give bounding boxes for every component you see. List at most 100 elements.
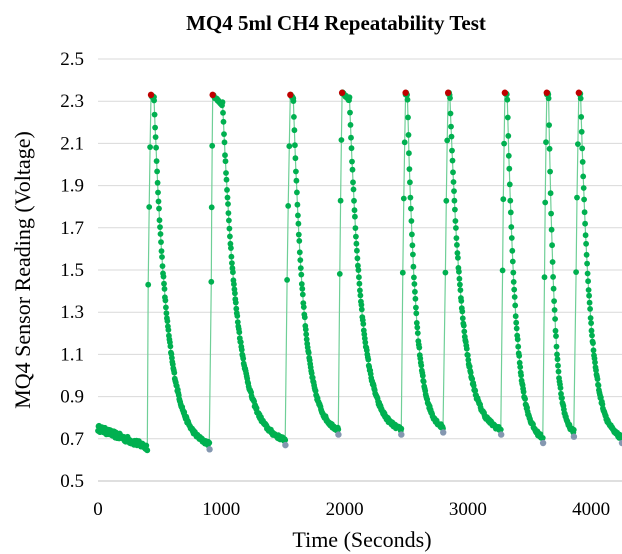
data-point <box>352 225 359 232</box>
data-point <box>146 204 153 210</box>
trough-marker <box>440 429 447 436</box>
data-point <box>354 247 360 254</box>
data-point <box>358 301 365 308</box>
data-point <box>152 124 159 131</box>
data-point <box>346 94 353 101</box>
peak-marker <box>147 91 155 99</box>
data-point <box>234 319 241 325</box>
data-point <box>156 217 163 224</box>
data-point <box>517 364 524 370</box>
data-point <box>419 372 426 379</box>
data-point <box>161 280 167 287</box>
data-point <box>209 142 216 149</box>
data-point <box>514 336 521 343</box>
data-point <box>225 201 231 207</box>
data-point <box>506 165 513 172</box>
data-point <box>305 349 312 356</box>
data-point <box>587 306 593 312</box>
data-point <box>171 369 178 376</box>
data-point <box>509 258 516 265</box>
data-point <box>549 242 555 249</box>
data-point <box>506 181 513 188</box>
data-point <box>472 387 479 394</box>
data-point <box>549 259 556 265</box>
data-point <box>593 367 599 374</box>
peak-marker <box>575 89 583 96</box>
data-point <box>551 298 557 304</box>
data-point <box>286 143 293 150</box>
data-point <box>579 145 586 152</box>
data-point <box>208 204 215 211</box>
data-point <box>145 281 152 288</box>
data-point <box>352 213 358 220</box>
data-point <box>555 368 562 375</box>
data-point <box>450 179 457 185</box>
data-point <box>228 245 234 252</box>
data-point <box>292 155 299 162</box>
data-point <box>152 134 159 141</box>
data-point <box>451 188 457 195</box>
x-tick-label: 3000 <box>449 499 487 520</box>
data-point <box>467 369 474 376</box>
data-point <box>400 195 407 202</box>
data-point <box>147 144 154 151</box>
data-point <box>545 95 552 102</box>
data-point <box>501 140 507 147</box>
data-point <box>228 253 235 260</box>
data-point <box>412 295 419 302</box>
data-point <box>291 127 298 134</box>
data-point <box>293 168 299 175</box>
data-point <box>297 265 304 271</box>
data-point <box>513 325 520 332</box>
data-point <box>520 388 527 395</box>
x-tick-label: 0 <box>93 499 103 520</box>
y-tick-label: 1.9 <box>60 176 84 197</box>
data-point <box>497 426 504 433</box>
data-point <box>231 281 237 288</box>
data-point <box>512 313 519 320</box>
data-point <box>295 231 302 238</box>
data-point <box>348 134 354 141</box>
data-point <box>581 209 588 216</box>
trough-marker <box>618 439 622 447</box>
trough-marker <box>539 439 547 447</box>
data-point <box>511 286 518 293</box>
data-point <box>160 273 167 280</box>
y-tick-label: 0.5 <box>60 471 84 492</box>
data-point <box>406 166 413 173</box>
data-point <box>458 298 465 304</box>
data-point <box>356 274 362 281</box>
data-point <box>413 320 420 326</box>
data-point <box>453 225 459 231</box>
data-point <box>516 352 523 359</box>
data-point <box>542 199 549 206</box>
data-point <box>348 145 355 152</box>
data-point <box>226 217 232 224</box>
data-point <box>420 378 427 385</box>
data-point <box>223 176 230 183</box>
data-point <box>505 133 512 139</box>
data-point <box>294 201 301 208</box>
data-point <box>443 197 450 204</box>
data-point <box>233 305 240 312</box>
data-point <box>578 128 585 135</box>
data-point <box>452 206 458 213</box>
data-point <box>222 152 228 159</box>
data-point <box>573 269 579 275</box>
data-point <box>414 330 421 336</box>
data-point <box>221 131 227 138</box>
data-point <box>457 287 464 293</box>
data-point <box>158 248 165 255</box>
data-point <box>223 170 229 176</box>
data-point <box>594 376 601 382</box>
data-point <box>155 189 161 196</box>
data-point <box>465 357 472 363</box>
data-point <box>208 278 215 285</box>
peak-marker <box>338 89 346 96</box>
data-point <box>164 318 171 324</box>
data-point <box>447 110 454 117</box>
data-point <box>291 114 297 120</box>
data-point <box>299 291 306 298</box>
data-point <box>577 95 584 102</box>
y-axis-label: MQ4 Sensor Reading (Voltage) <box>10 131 35 409</box>
